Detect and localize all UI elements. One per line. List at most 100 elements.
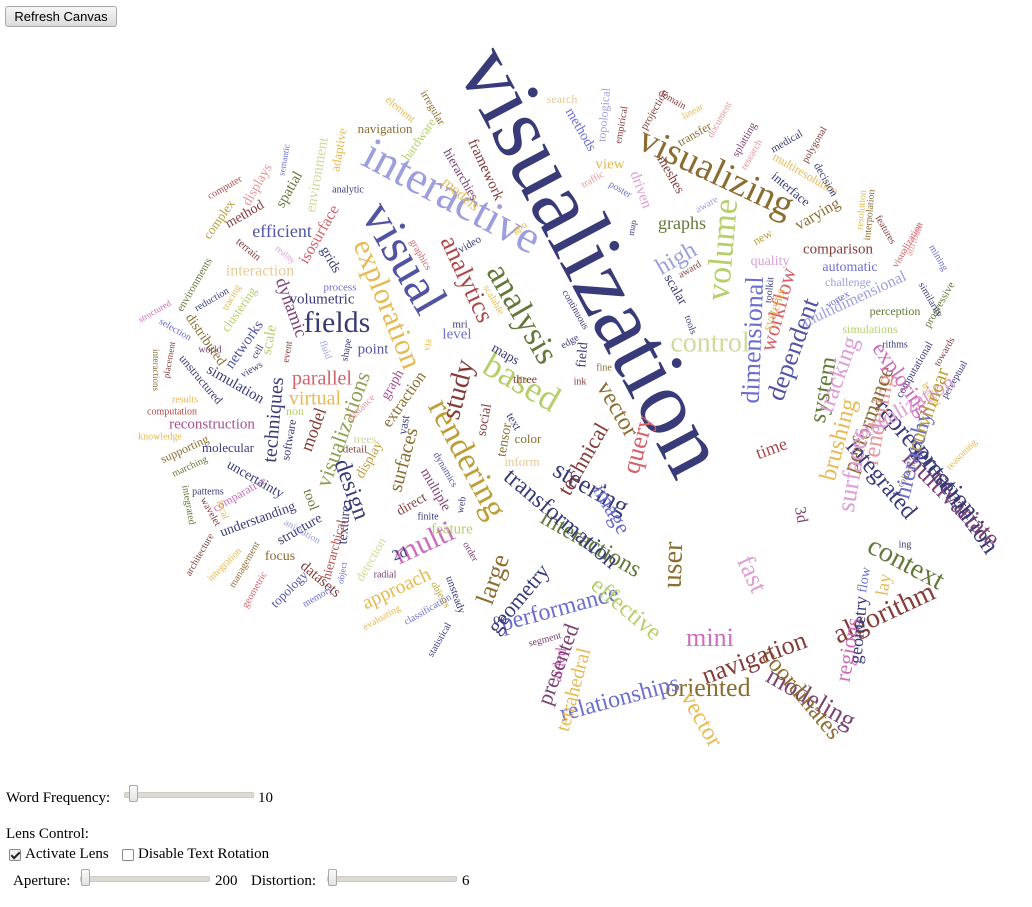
- cloud-word: interactions: [151, 349, 161, 391]
- cloud-word: document: [705, 100, 734, 140]
- activate-lens-label[interactable]: Activate Lens: [25, 846, 109, 862]
- cloud-word: finite: [417, 511, 439, 522]
- cloud-word: features: [872, 213, 897, 246]
- cloud-word: social: [475, 402, 495, 437]
- activate-lens-checkbox[interactable]: [9, 849, 21, 861]
- cloud-word: automatic: [822, 260, 877, 275]
- cloud-word: efficient: [252, 221, 312, 241]
- distortion-slider-thumb[interactable]: [328, 869, 337, 886]
- cloud-word: navigation: [358, 121, 413, 136]
- cloud-word: computation: [147, 406, 197, 417]
- cloud-word: knowledge: [138, 431, 182, 442]
- cloud-word: new: [750, 226, 775, 248]
- cloud-word: tool: [299, 487, 321, 513]
- cloud-word: ing: [899, 539, 912, 550]
- cloud-word: trees: [354, 432, 377, 446]
- word-frequency-slider-thumb[interactable]: [129, 785, 138, 802]
- cloud-word: user: [657, 540, 690, 588]
- cloud-word: tensor: [494, 421, 515, 458]
- cloud-word: map: [626, 219, 639, 236]
- cloud-word: world: [198, 344, 221, 355]
- cloud-word: mining: [926, 243, 950, 273]
- cloud-word: environment: [303, 135, 332, 213]
- lens-control-title: Lens Control:: [6, 826, 89, 842]
- distortion-value: 6: [462, 873, 470, 889]
- cloud-word: vast: [395, 413, 412, 435]
- cloud-word: event: [281, 340, 296, 363]
- cloud-word: inform: [504, 454, 539, 469]
- disable-rotation-label[interactable]: Disable Text Rotation: [138, 846, 270, 862]
- cloud-word: volumetric: [290, 291, 355, 307]
- cloud-word: towards: [932, 335, 957, 368]
- word-frequency-value: 10: [258, 790, 273, 806]
- cloud-word: resolution: [855, 190, 869, 231]
- cloud-word: radial: [374, 569, 397, 580]
- word-frequency-label: Word Frequency:: [6, 790, 111, 806]
- distortion-slider[interactable]: [327, 869, 457, 886]
- cloud-word: semantic: [276, 143, 291, 176]
- cloud-word: mri: [452, 319, 467, 331]
- cloud-word: interaction: [226, 263, 294, 280]
- cloud-word: flow: [855, 565, 874, 594]
- cloud-word: fast: [731, 551, 773, 598]
- cloud-word: search: [547, 92, 578, 106]
- cloud-word: oriented: [665, 673, 750, 702]
- cloud-word: molecular: [202, 440, 255, 455]
- cloud-word: parallel: [292, 368, 352, 390]
- aperture-slider-thumb[interactable]: [81, 869, 90, 886]
- cloud-word: view: [595, 156, 624, 172]
- cloud-word: time: [753, 433, 790, 463]
- cloud-word: aided: [548, 646, 571, 683]
- cloud-word: placement: [161, 340, 177, 379]
- aperture-label: Aperture:: [13, 873, 71, 889]
- aperture-slider[interactable]: [80, 869, 210, 886]
- cloud-word: field: [574, 342, 591, 369]
- cloud-word: focus: [265, 549, 295, 564]
- word-frequency-slider[interactable]: [124, 785, 254, 802]
- disable-rotation-checkbox[interactable]: [122, 849, 134, 861]
- word-cloud-canvas[interactable]: visualizationinteractivevisualvisualizin…: [0, 0, 1032, 780]
- cloud-word: 3d: [791, 506, 811, 525]
- cloud-word: rithms: [882, 339, 908, 350]
- cloud-word: empirical: [613, 105, 630, 144]
- cloud-word: scale: [259, 323, 280, 356]
- cloud-word: web: [455, 496, 469, 514]
- cloud-word: lay: [871, 572, 895, 597]
- cloud-word: texture: [336, 505, 354, 545]
- cloud-word: toolkit: [763, 276, 776, 303]
- cloud-word: volume: [699, 197, 745, 302]
- cloud-word: detail: [343, 444, 367, 456]
- cloud-word: dimensional: [736, 276, 769, 404]
- refresh-canvas-button[interactable]: Refresh Canvas: [5, 6, 117, 27]
- cloud-word: quality: [751, 254, 790, 269]
- cloud-word: medical: [769, 128, 805, 156]
- cloud-word: color: [515, 431, 542, 446]
- cloud-word: feature: [431, 521, 473, 537]
- cloud-word: three: [513, 372, 537, 386]
- cloud-word: via: [421, 337, 434, 351]
- cloud-word: reconstruction: [169, 416, 255, 432]
- cloud-word: control: [670, 327, 750, 358]
- cloud-word: geometry: [845, 595, 871, 664]
- distortion-label: Distortion:: [251, 873, 317, 889]
- cloud-word: mini: [686, 623, 734, 652]
- cloud-word: simulations: [842, 322, 898, 336]
- cloud-word: fine: [596, 362, 612, 373]
- cloud-word: comparison: [803, 241, 873, 257]
- cloud-word: ink: [574, 376, 587, 387]
- cloud-word: adaptive: [327, 127, 349, 173]
- aperture-value: 200: [215, 873, 238, 889]
- cloud-word: level: [442, 326, 471, 342]
- cloud-word: point: [358, 341, 390, 357]
- cloud-word: study: [435, 356, 481, 423]
- cloud-word: analytic: [332, 184, 364, 195]
- cloud-word: order: [460, 540, 480, 564]
- cloud-word: fluid: [317, 339, 334, 361]
- cloud-word: views: [239, 359, 265, 380]
- cloud-word: challenge: [825, 275, 871, 289]
- cloud-word: shape: [339, 337, 354, 362]
- cloud-word: grids: [317, 244, 344, 276]
- cloud-word: process: [324, 282, 357, 294]
- cloud-word: object: [335, 561, 349, 585]
- cloud-word: topological: [594, 87, 613, 143]
